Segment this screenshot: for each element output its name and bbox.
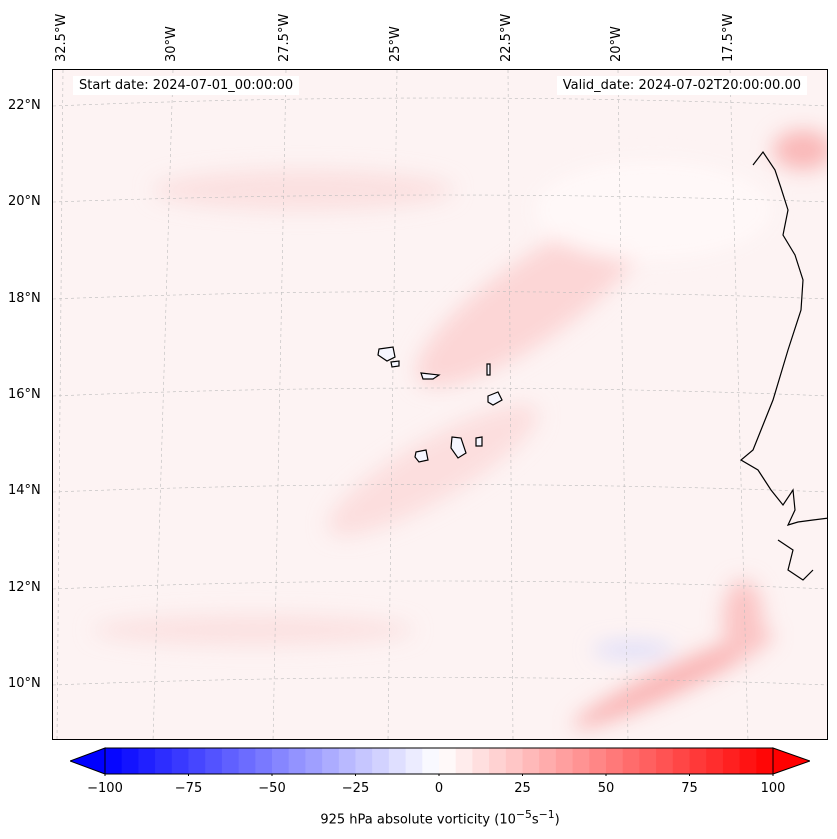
colorbar-extend-max (772, 747, 810, 775)
colorbar-bin (439, 748, 457, 774)
colorbar-bin (422, 748, 440, 774)
colorbar-bin (121, 748, 139, 774)
map-field (53, 70, 827, 739)
colorbar-bin (505, 748, 523, 774)
colorbar-bin (722, 748, 741, 774)
colorbar-bin (672, 748, 690, 774)
colorbar-bin (622, 748, 640, 774)
lat-label: 20°N (8, 194, 41, 209)
colorbar-tick-label: −25 (341, 781, 370, 796)
colorbar-label-text: 925 hPa absolute vorticity (10 (320, 812, 516, 828)
colorbar-bin (221, 748, 240, 774)
colorbar-bin (555, 748, 574, 774)
colorbar-bin (589, 748, 607, 774)
coastline (377, 150, 827, 581)
lat-label: 14°N (8, 483, 41, 498)
colorbar-tick-label: 25 (514, 781, 531, 796)
colorbar-bin (188, 748, 206, 774)
colorbar-bin (706, 748, 724, 774)
graticule (53, 70, 827, 739)
colorbar-bin (522, 748, 540, 774)
colorbar-bin (272, 748, 290, 774)
lon-label: 27.5°W (277, 13, 292, 62)
lat-label: 16°N (8, 387, 41, 402)
label-unit: s (531, 812, 539, 828)
colorbar-tick-label: 75 (681, 781, 698, 796)
colorbar-bin (138, 748, 156, 774)
colorbar-extend-min (70, 747, 106, 775)
colorbar-bin (105, 748, 123, 774)
colorbar-bin (656, 748, 674, 774)
lon-label: 30°W (164, 26, 179, 62)
colorbar-bin (288, 748, 306, 774)
colorbar-tick-label: −50 (258, 781, 286, 796)
colorbar-bin (205, 748, 223, 774)
colorbar-bin (472, 748, 490, 774)
lon-label: 25°W (388, 26, 403, 62)
colorbar-bin (455, 748, 473, 774)
lat-label: 22°N (8, 98, 41, 113)
colorbar-bin (739, 748, 757, 774)
colorbar-bin (388, 748, 407, 774)
start-date: Start date: 2024-07-01_00:00:00 (73, 76, 300, 95)
colorbar-bin (372, 748, 390, 774)
colorbar-label: 925 hPa absolute vorticity (10−5s−1) (0, 808, 837, 827)
lon-label: 22.5°W (499, 13, 514, 62)
label-exponent: −5 (515, 808, 532, 821)
lat-label: 12°N (8, 580, 41, 595)
colorbar-bin (155, 748, 173, 774)
label-end: ) (554, 812, 560, 828)
vorticity-map[interactable]: Start date: 2024-07-01_00:00:00 Valid_da… (52, 69, 828, 740)
colorbar (70, 747, 810, 776)
lon-label: 17.5°W (721, 13, 736, 62)
colorbar-bin (405, 748, 423, 774)
colorbar-bin (322, 748, 340, 774)
colorbar-bin (606, 748, 624, 774)
colorbar-bin (305, 748, 323, 774)
colorbar-tick-label: 0 (434, 781, 444, 796)
colorbar-tick-label: −75 (174, 781, 203, 796)
colorbar-bin (489, 748, 507, 774)
colorbar-bin (238, 748, 256, 774)
colorbar-bin (572, 748, 590, 774)
lat-label: 10°N (8, 676, 41, 691)
colorbar-tick-label: −100 (87, 781, 123, 796)
lon-label: 32.5°W (54, 13, 69, 62)
colorbar-bin (689, 748, 707, 774)
lat-label: 18°N (8, 291, 41, 306)
colorbar-bin (255, 748, 273, 774)
colorbar-bin (355, 748, 373, 774)
colorbar-tick-label: 100 (760, 781, 786, 796)
colorbar-bin (639, 748, 657, 774)
colorbar-bin (338, 748, 356, 774)
valid-date: Valid_date: 2024-07-02T20:00:00.00 (556, 76, 807, 95)
colorbar-tick-label: 50 (597, 781, 615, 796)
colorbar-bin (539, 748, 557, 774)
colorbar-bin (756, 748, 774, 774)
label-exponent: −1 (538, 808, 555, 821)
colorbar-bin (171, 748, 189, 774)
lon-label: 20°W (609, 26, 624, 62)
vorticity-shading (93, 130, 827, 729)
